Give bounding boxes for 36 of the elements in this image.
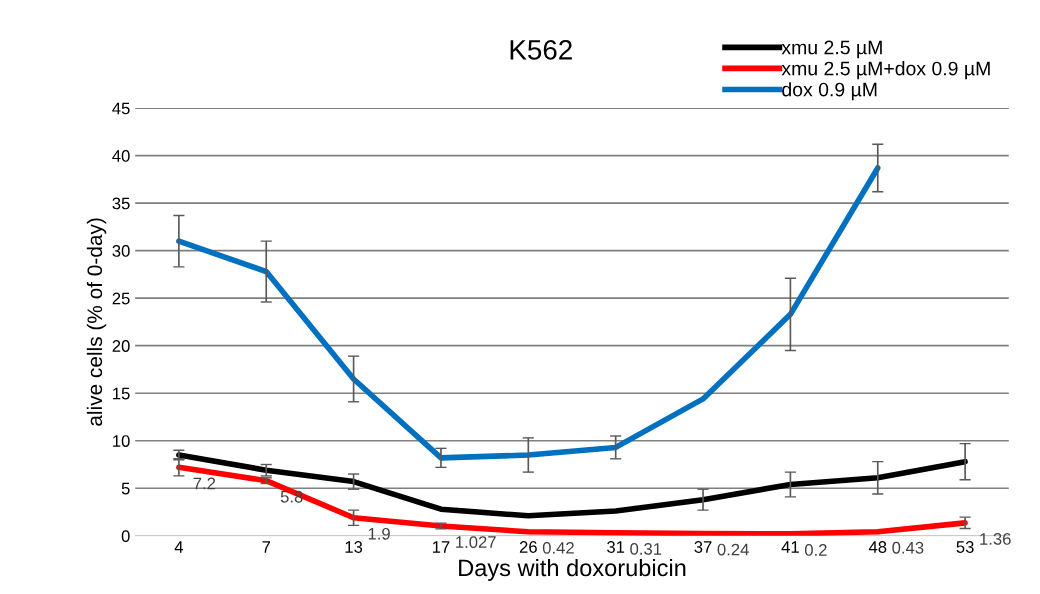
y-tick-label: 45 — [112, 102, 130, 115]
x-tick-label: 31 — [607, 541, 625, 553]
data-label: 7.2 — [193, 477, 216, 490]
y-tick-label: 30 — [112, 245, 130, 257]
data-label: 5.8 — [280, 490, 303, 503]
chart-title: K562 — [510, 40, 572, 60]
x-tick-label: 26 — [519, 541, 537, 553]
data-label: 1.9 — [368, 527, 390, 540]
y-axis-title: alive cells (% of 0-day) — [86, 218, 107, 426]
x-tick-label: 48 — [868, 541, 887, 553]
y-tick-label: 25 — [112, 292, 130, 305]
legend-label: xmu 2.5 µM+dox 0.9 µM — [781, 61, 990, 80]
data-label: 0.42 — [542, 541, 574, 554]
x-tick-label: 13 — [345, 541, 363, 553]
x-tick-label: 17 — [432, 541, 450, 553]
data-label: 0.43 — [892, 541, 924, 554]
data-label: 1.36 — [980, 533, 1011, 545]
y-tick-label: 15 — [113, 387, 130, 400]
x-tick-label: 7 — [262, 541, 271, 553]
x-axis-title: Days with doxorubicin — [459, 558, 686, 581]
y-tick-label: 35 — [112, 197, 130, 210]
x-tick-label: 53 — [956, 541, 974, 553]
data-label: 0.31 — [630, 543, 662, 555]
data-label: 1.027 — [456, 536, 496, 548]
data-label: 0.24 — [717, 543, 749, 556]
x-tick-label: 37 — [694, 541, 712, 553]
y-tick-label: 0 — [121, 530, 130, 542]
y-tick-label: 40 — [112, 150, 130, 162]
legend-label: dox 0.9 µM — [782, 82, 877, 101]
x-tick-label: 41 — [781, 541, 799, 553]
y-tick-label: 5 — [121, 482, 130, 495]
y-tick-label: 20 — [112, 340, 130, 352]
legend-label: xmu 2.5 µM — [781, 40, 882, 59]
y-tick-label: 10 — [113, 435, 130, 447]
x-tick-label: 4 — [174, 541, 184, 553]
data-label: 0.2 — [804, 544, 827, 556]
